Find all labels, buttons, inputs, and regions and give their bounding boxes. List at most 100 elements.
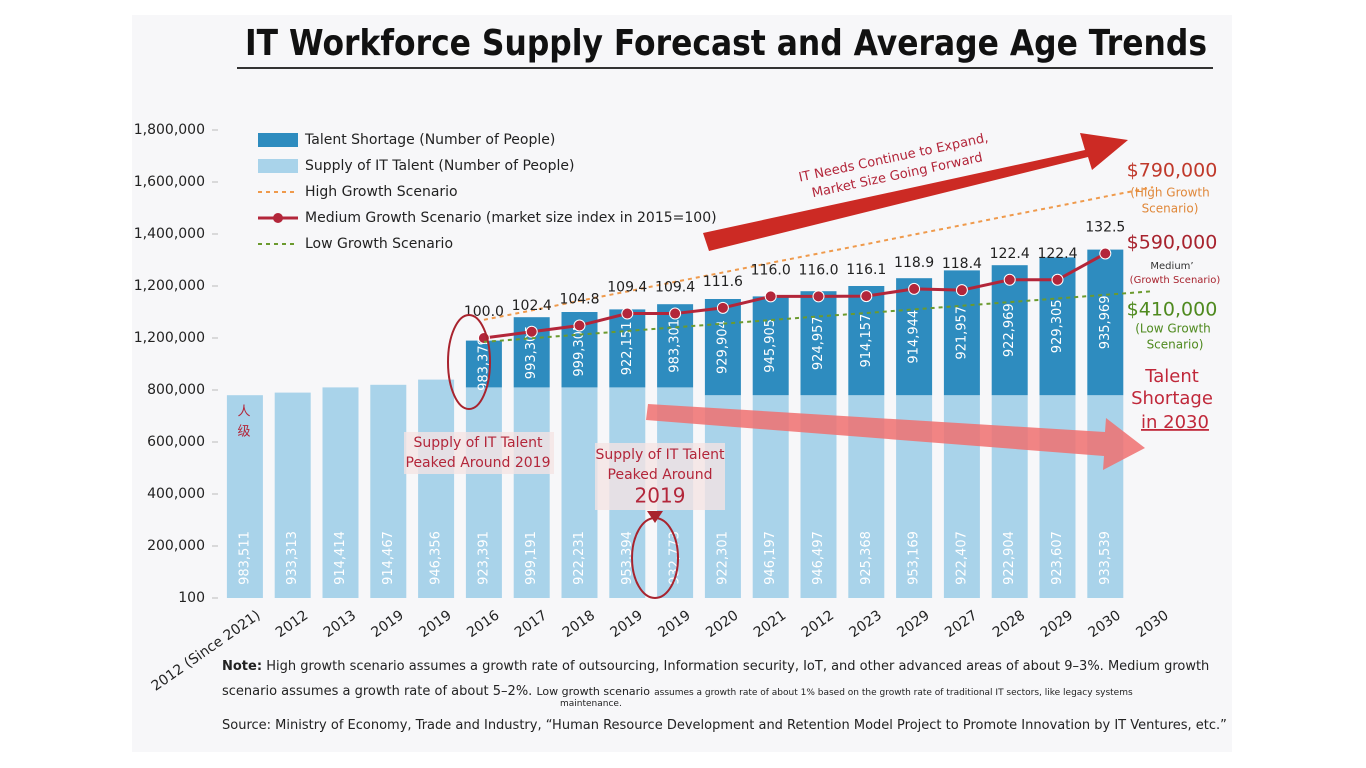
point-label: 109.4 (607, 280, 647, 296)
y-tick-label: 800,000 (147, 382, 205, 398)
source: Source: Ministry of Economy, Trade and I… (222, 718, 1227, 733)
annotation: 级 (237, 425, 250, 440)
bar-inner-label: 929,904 (715, 320, 730, 374)
bar-inner-label: 925,368 (859, 531, 874, 585)
shortage-arrow (646, 404, 1145, 470)
bar-inner-label: 914,414 (333, 531, 348, 585)
y-tick-label: 1,200,000 (134, 278, 205, 294)
bar-inner-label: 933,313 (285, 531, 300, 585)
point-label: 116.1 (846, 262, 886, 278)
bar-inner-label: 922,301 (715, 531, 730, 585)
line-point (669, 307, 682, 320)
bar-segment (752, 296, 789, 396)
bar-inner-label: 932,773 (668, 531, 683, 585)
callout-box (404, 432, 554, 474)
bar-inner-label: 922,904 (1002, 531, 1017, 585)
bar-segment (513, 387, 550, 598)
bar-inner-label: 983,511 (237, 531, 252, 585)
series-line (483, 252, 1107, 340)
annotation: Scenario) (1142, 202, 1199, 216)
y-tick-label: 100 (178, 590, 205, 606)
bar-inner-label: 924,957 (811, 316, 826, 370)
bar-segment (1087, 249, 1124, 396)
note-text: Low growth scenario (536, 685, 650, 698)
bar-inner-label: 953,394 (620, 531, 635, 585)
bar-segment (418, 379, 455, 598)
bar-inner-label: 935,969 (1098, 296, 1113, 350)
bar-segment (561, 387, 598, 598)
bar-inner-label: 946,197 (763, 531, 778, 585)
line-point (908, 282, 921, 295)
line-point (955, 284, 968, 297)
annotation: 2019 (635, 484, 686, 508)
legend-label: Low Growth Scenario (305, 236, 453, 252)
callout-box (595, 443, 725, 510)
highlight-ring (631, 517, 679, 599)
y-tick-label: 1,800,000 (134, 122, 205, 138)
annotation: (High Growth (1130, 186, 1210, 200)
bar-inner-label: 946,497 (811, 531, 826, 585)
legend-swatch (258, 159, 298, 173)
point-label: 116.0 (798, 262, 838, 278)
y-tick-label: 600,000 (147, 434, 205, 450)
highlight-ring (447, 314, 491, 410)
bar-segment (322, 387, 359, 598)
note-text: High growth scenario assumes a growth ra… (266, 659, 1210, 674)
bar-inner-label: 929,305 (1050, 299, 1065, 353)
y-tick-label: 1,600,000 (134, 174, 205, 190)
bar-segment (800, 291, 837, 396)
bar-segment (226, 395, 263, 598)
bar-inner-label: 933,539 (1098, 531, 1113, 585)
bar-segment (609, 309, 646, 388)
annotation: Peaked Around (608, 467, 713, 483)
annotation: Talent (1144, 366, 1199, 387)
legend-swatch (258, 133, 298, 147)
line-point (716, 301, 729, 314)
bar-inner-label: 953,169 (907, 531, 922, 585)
bar-inner-label: 923,391 (476, 531, 491, 585)
point-label: 122.4 (1037, 246, 1077, 262)
bar-inner-label: 922,151 (620, 322, 635, 376)
bar-segment (991, 265, 1028, 396)
annotation: Scenario) (1147, 338, 1204, 352)
annotation: $590,000 (1127, 232, 1218, 254)
series-line (483, 186, 1154, 321)
line-point (525, 325, 538, 338)
annotation: in 2030 (1141, 412, 1209, 433)
point-label: 104.8 (559, 292, 599, 308)
bar-segment (370, 384, 407, 598)
note-text: assumes a growth rate of about 1% based … (654, 688, 1133, 698)
line-point (860, 290, 873, 303)
bar-segment (274, 392, 311, 598)
note: Note: High growth scenario assumes a gro… (222, 659, 1209, 674)
bar-segment (848, 286, 885, 396)
bar-inner-label: 999,305 (572, 323, 587, 377)
annotation: (Growth Scenario) (1130, 275, 1221, 286)
point-label: 118.9 (894, 255, 934, 271)
y-tick-label: 1,200,000 (134, 330, 205, 346)
bar-inner-label: 983,301 (668, 319, 683, 373)
bar-inner-label: 983,379 (476, 337, 491, 391)
annotation: Medium’ (1150, 261, 1193, 272)
trend-arrow (703, 133, 1128, 251)
note-text: scenario assumes a growth rate of about … (222, 684, 533, 699)
annotation: Peaked Around 2019 (406, 455, 551, 471)
note: scenario assumes a growth rate of about … (222, 684, 1133, 699)
bar-inner-label: 922,407 (954, 531, 969, 585)
point-label: 111.6 (703, 274, 743, 290)
line-point (764, 290, 777, 303)
annotation: $790,000 (1127, 160, 1218, 182)
line-point (573, 319, 586, 332)
point-label: 118.4 (942, 256, 982, 272)
legend-label: Supply of IT Talent (Number of People) (305, 158, 574, 174)
bar-segment (704, 299, 741, 396)
bar-inner-label: 923,607 (1050, 531, 1065, 585)
bar-inner-label: 922,969 (1002, 303, 1017, 357)
line-point (1099, 247, 1112, 260)
line-point (812, 290, 825, 303)
bar-segment (896, 278, 933, 396)
annotation: 人 (237, 405, 250, 420)
bar-inner-label: 922,231 (572, 531, 587, 585)
